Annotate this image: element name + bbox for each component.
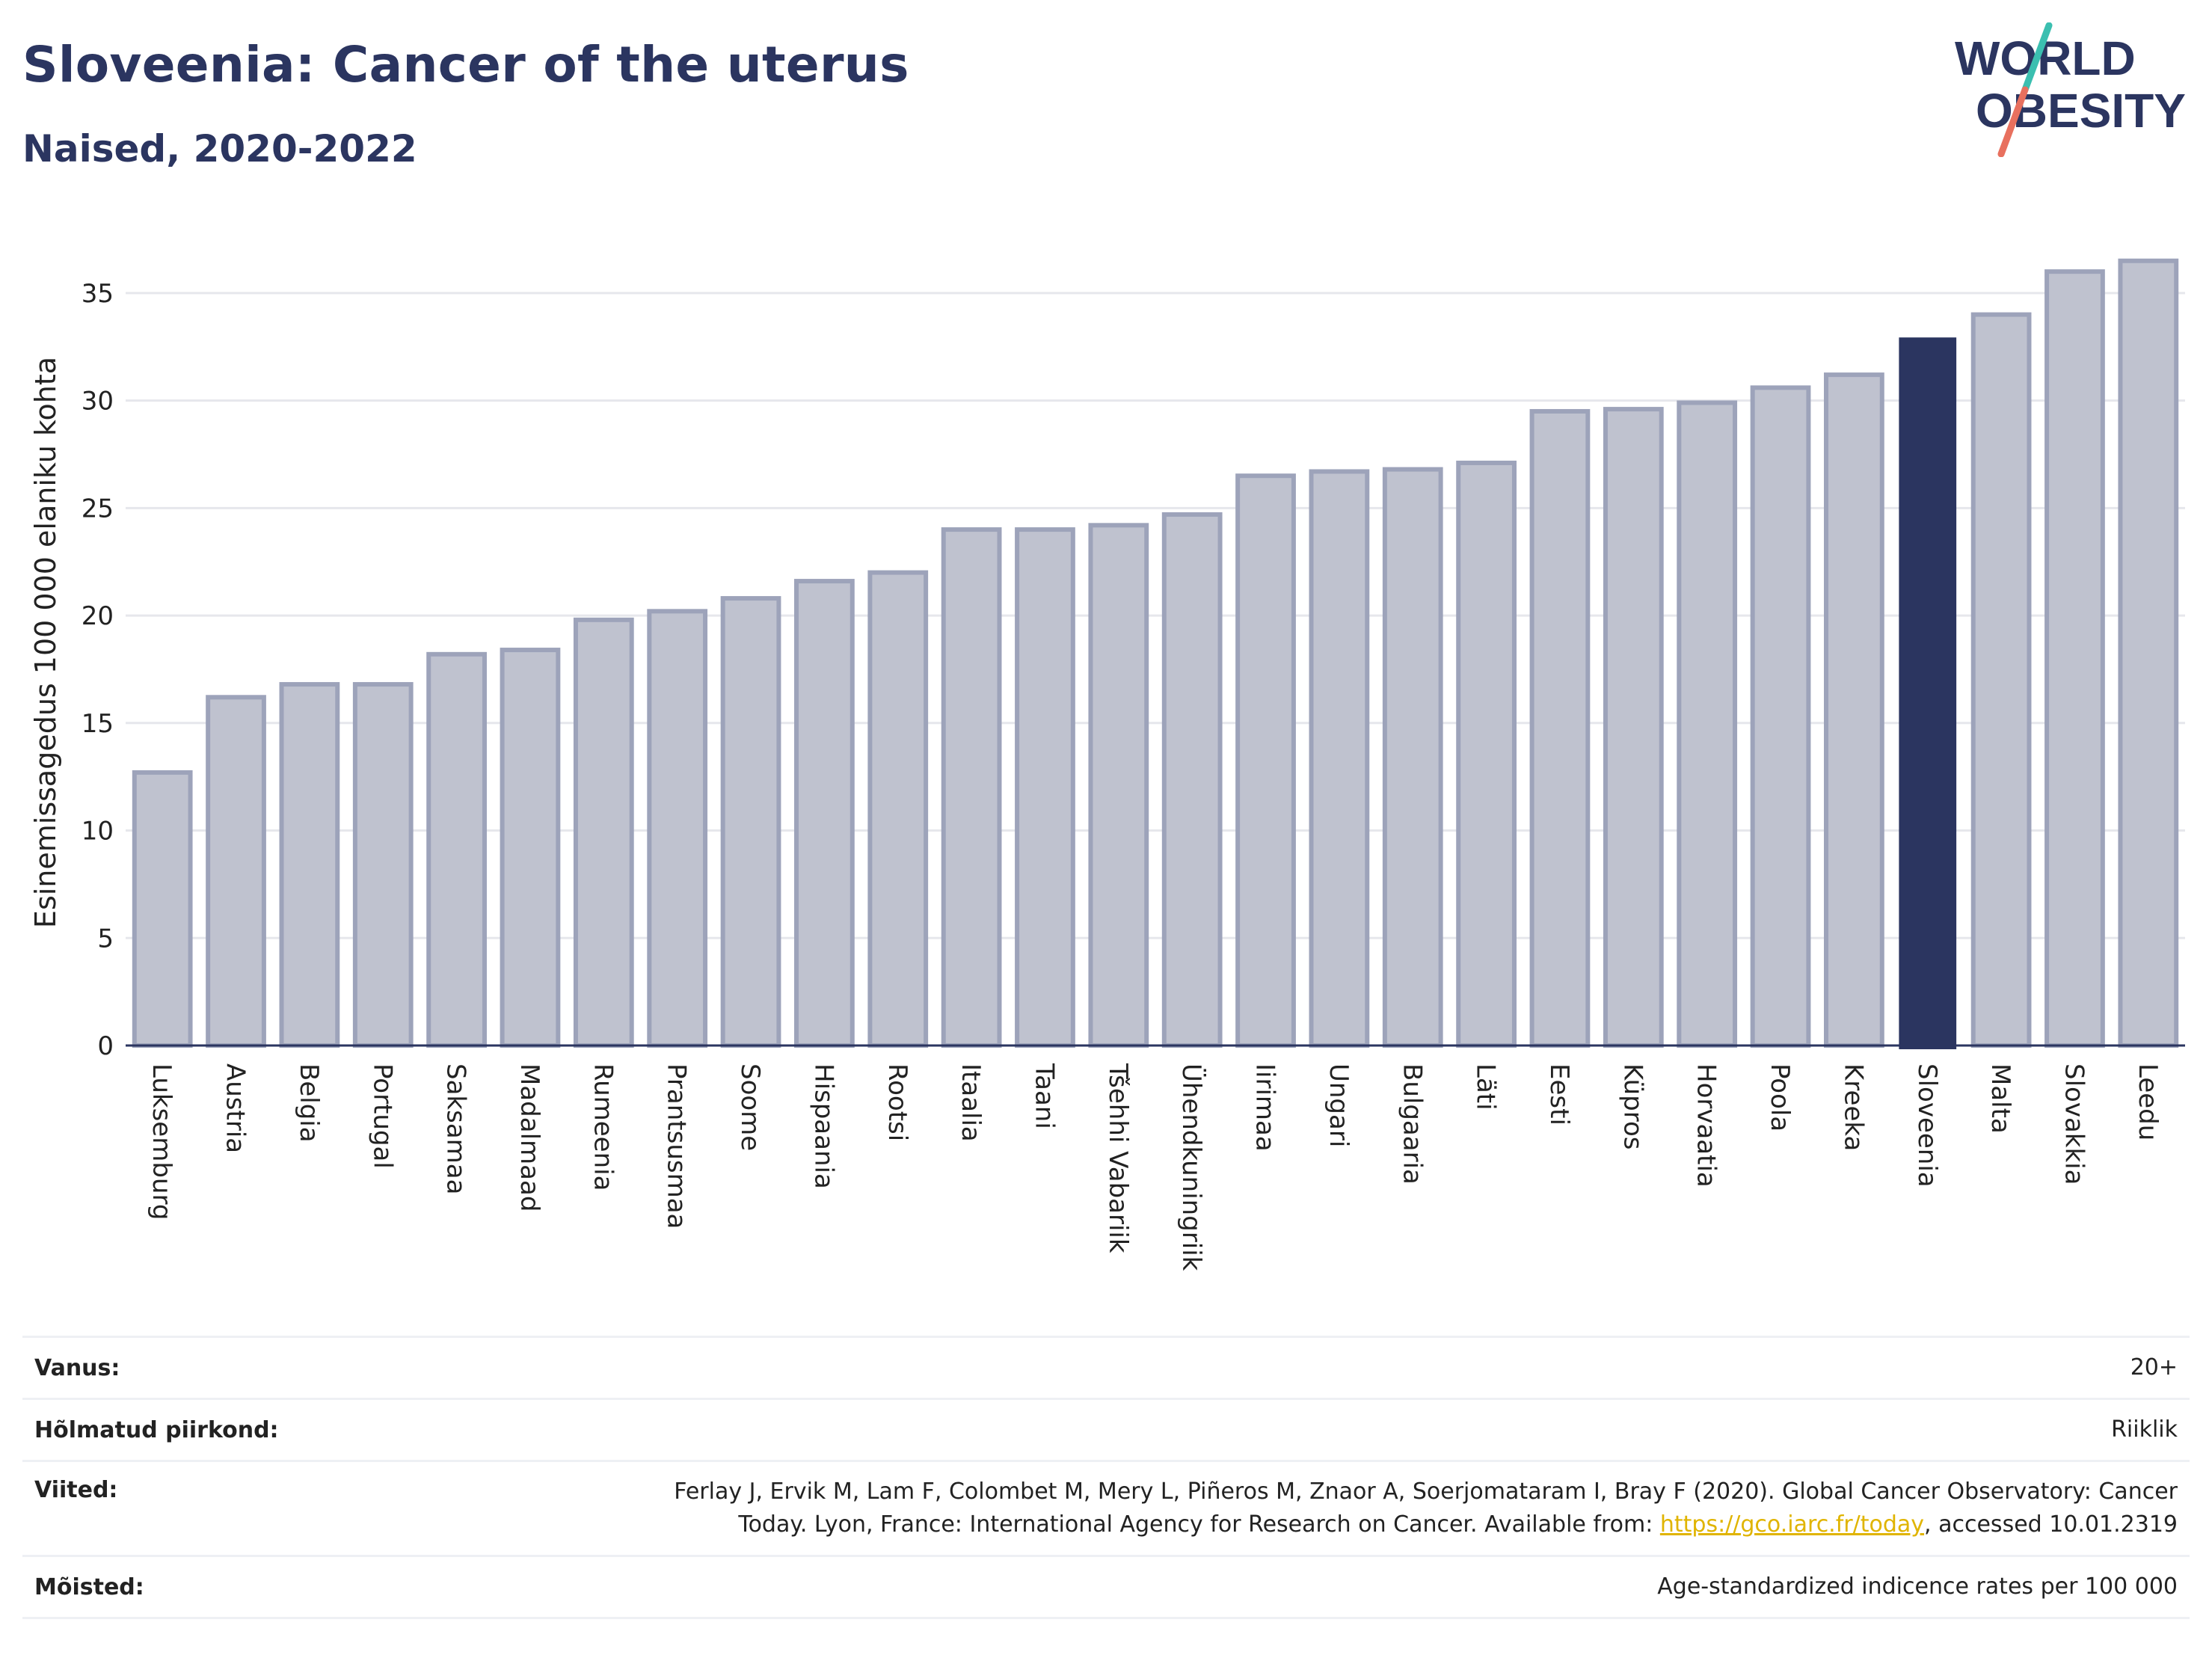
x-tick-label: Taani	[1029, 1063, 1059, 1129]
bar-k-pros	[1603, 407, 1664, 1048]
logo-slash-coral	[1997, 86, 2029, 157]
bar-chart: 0 5 10 15 20 25 30 35 Esinemissagedus 100 000 el…	[29, 258, 2185, 1271]
bar-poola	[1750, 385, 1811, 1048]
definitions-value: Age-standardized indicence rates per 100…	[1657, 1573, 2178, 1600]
meta-row-references: Viited: Ferlay J, Ervik M, Lam F, Colomb…	[22, 1460, 2190, 1555]
bar-t-ehhi-vabariik	[1088, 523, 1149, 1048]
bar-horvaatia	[1677, 400, 1738, 1048]
x-tick-label: Poola	[1765, 1063, 1795, 1132]
x-tick-label: Hispaania	[808, 1063, 838, 1189]
y-tick-label: 0	[97, 1031, 114, 1061]
bar-ungari	[1309, 469, 1370, 1048]
bar-eesti	[1529, 408, 1591, 1048]
x-tick-label: Iirimaa	[1250, 1063, 1280, 1152]
bar-madalmaad	[500, 648, 561, 1048]
bar-bulgaaria	[1382, 467, 1443, 1048]
bar-prantsusmaa	[647, 609, 708, 1048]
bar-portugal	[352, 682, 414, 1048]
bar-slovakkia	[2044, 269, 2105, 1048]
x-tick-label: Ühendkuningriik	[1176, 1063, 1207, 1271]
x-tick-label: Sloveenia	[1912, 1063, 1942, 1188]
region-value: Riiklik	[2111, 1416, 2178, 1443]
x-tick-label: Leedu	[2133, 1063, 2163, 1140]
y-tick-label: 10	[82, 817, 114, 847]
x-tick-label: Kreeka	[1838, 1063, 1868, 1151]
bar-soome	[720, 596, 781, 1048]
y-tick-label: 15	[82, 709, 114, 739]
references-accessed: , accessed 10.01.2319	[1924, 1511, 2178, 1538]
x-tick-label: Madalmaad	[514, 1063, 544, 1212]
bar-hispaania	[794, 579, 855, 1048]
references-line1: Ferlay J, Ervik M, Lam F, Colombet M, Me…	[674, 1479, 2178, 1505]
bar-luksemburg	[132, 770, 193, 1048]
meta-row-age: Vanus: 20+	[22, 1336, 2190, 1398]
logo-slash-teal	[2021, 22, 2053, 93]
x-tick-label: Läti	[1471, 1063, 1501, 1111]
bar--hendkuningriik	[1161, 512, 1223, 1048]
bar-saksamaa	[426, 651, 487, 1048]
x-tick-label: Horvaatia	[1692, 1063, 1721, 1188]
references-label: Viited:	[34, 1477, 118, 1503]
references-value: Ferlay J, Ervik M, Lam F, Colombet M, Me…	[674, 1476, 2190, 1541]
bar-itaalia	[941, 527, 1002, 1048]
bar-leedu	[2118, 258, 2179, 1048]
x-tick-label: Itaalia	[956, 1063, 986, 1142]
x-tick-label: Luksemburg	[147, 1063, 176, 1220]
bar-l-ti	[1456, 460, 1517, 1048]
bar-belgia	[279, 682, 340, 1048]
y-tick-label: 35	[82, 279, 114, 309]
references-line2: Today. Lyon, France: International Agenc…	[738, 1511, 1660, 1538]
chart-title: Sloveenia: Cancer of the uterus	[22, 36, 909, 93]
metadata-table: Vanus: 20+ Hõlmatud piirkond: Riiklik Vi…	[22, 1336, 2190, 1619]
bar-taani	[1015, 527, 1075, 1048]
x-tick-label: Saksamaa	[441, 1063, 471, 1194]
bar-malta	[1970, 312, 2032, 1048]
chart-subtitle: Naised, 2020-2022	[22, 127, 417, 171]
x-tick-label: Portugal	[367, 1063, 397, 1169]
world-obesity-logo: WORLD OBESITY	[1955, 22, 2186, 157]
y-tick-label: 20	[82, 601, 114, 631]
bar-kreeka	[1824, 372, 1884, 1048]
age-label: Vanus:	[34, 1354, 120, 1381]
x-tick-label: Prantsusmaa	[662, 1063, 692, 1229]
region-label: Hõlmatud piirkond:	[34, 1416, 279, 1443]
y-tick-label: 5	[97, 924, 114, 954]
bar-austria	[206, 695, 266, 1048]
x-tick-label: Malta	[1985, 1063, 2015, 1134]
references-link[interactable]: https://gco.iarc.fr/today	[1659, 1511, 1925, 1538]
x-tick-label: Rumeenia	[588, 1063, 618, 1191]
x-tick-label: Austria	[221, 1063, 251, 1153]
y-tick-label: 30	[82, 387, 114, 417]
y-axis-label: Esinemissagedus 100 000 elaniku kohta	[29, 357, 62, 928]
meta-row-region: Hõlmatud piirkond: Riiklik	[22, 1398, 2190, 1460]
x-tick-label: Küpros	[1617, 1063, 1647, 1149]
x-tick-label: Belgia	[294, 1063, 324, 1143]
x-tick-label: Soome	[735, 1063, 765, 1151]
bar-sloveenia	[1899, 337, 1957, 1049]
x-tick-label: Eesti	[1544, 1063, 1574, 1126]
y-tick-label: 25	[82, 494, 114, 523]
x-tick-label: Rootsi	[882, 1063, 912, 1141]
x-tick-label: Ungari	[1324, 1063, 1354, 1147]
age-value: 20+	[2130, 1354, 2178, 1381]
definitions-label: Mõisted:	[34, 1573, 144, 1600]
bar-iirimaa	[1235, 473, 1296, 1048]
bar-rumeenia	[573, 617, 634, 1048]
x-tick-label: Bulgaaria	[1397, 1063, 1427, 1185]
x-tick-label: Slovakkia	[2059, 1063, 2089, 1185]
meta-row-definitions: Mõisted: Age-standardized indicence rate…	[22, 1555, 2190, 1619]
bar-rootsi	[867, 570, 929, 1048]
x-tick-label: Tšehhi Vabariik	[1103, 1063, 1133, 1253]
